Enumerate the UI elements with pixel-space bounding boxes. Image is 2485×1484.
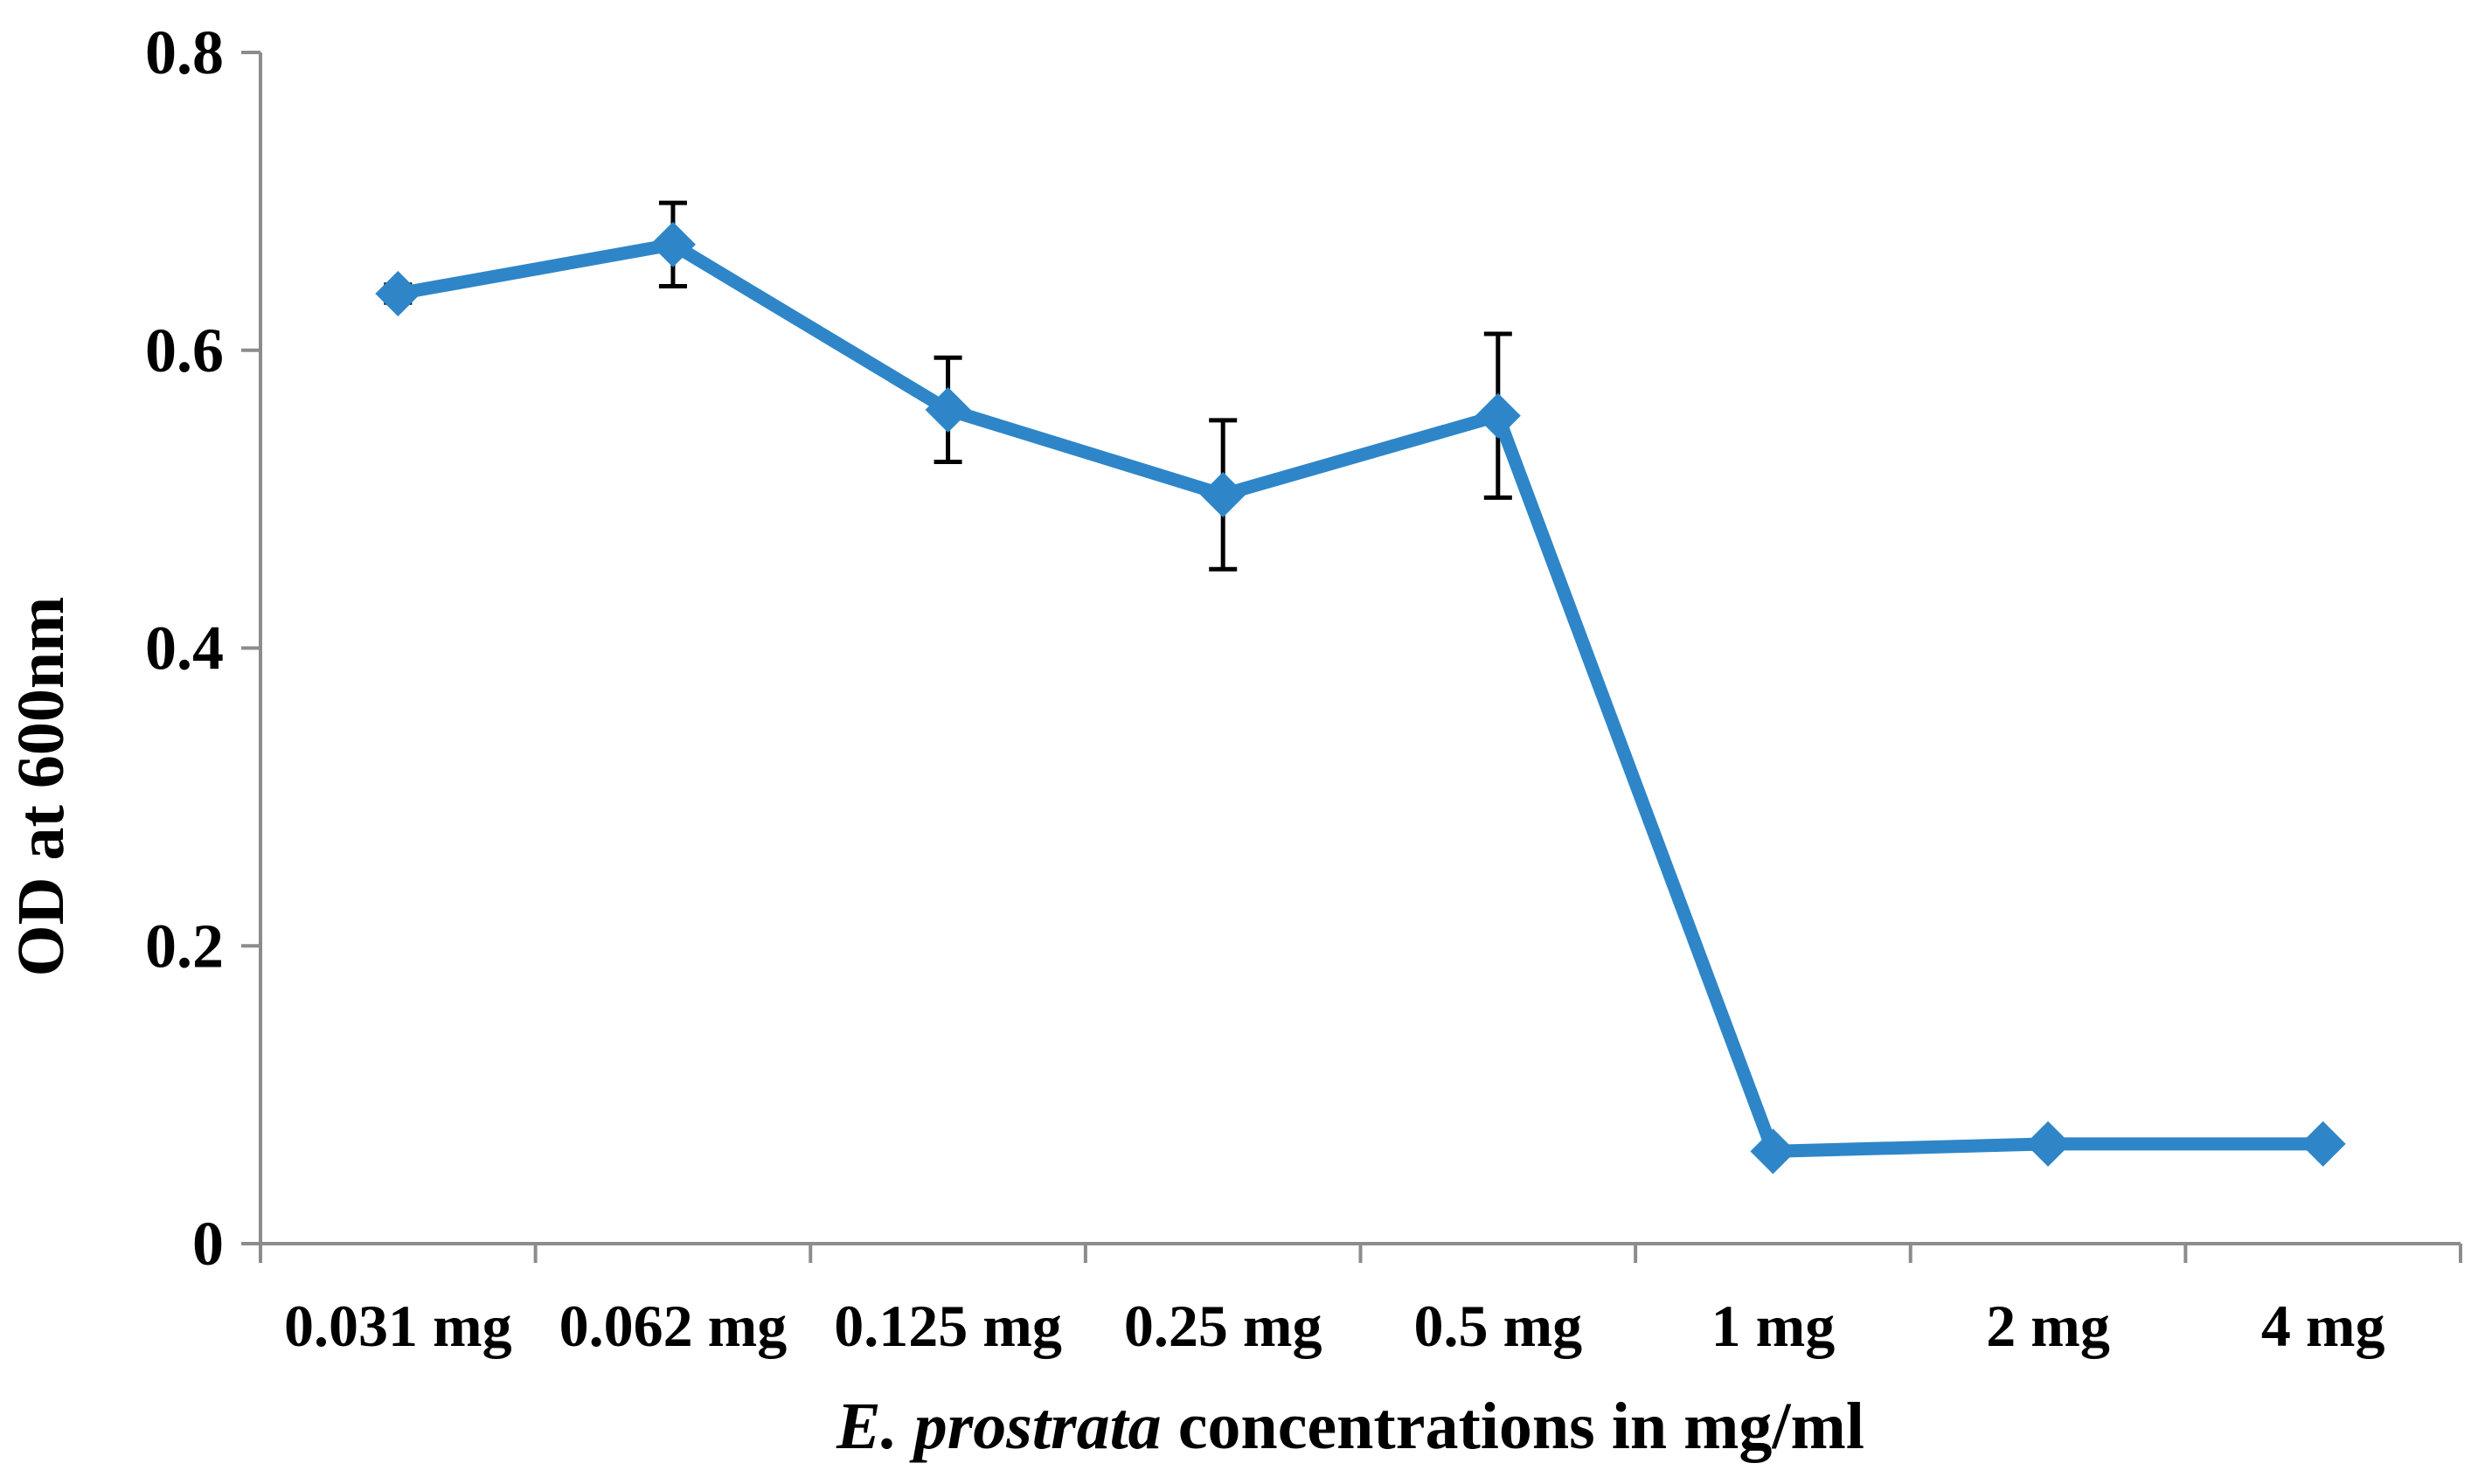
data-point-marker	[2300, 1120, 2346, 1167]
x-tick-label: 2 mg	[1986, 1293, 2110, 1359]
x-tick-label: 0.062 mg	[559, 1293, 788, 1359]
error-bars	[384, 200, 2337, 1160]
x-axis-title-species: E. prostrata	[836, 1390, 1162, 1463]
y-tick-label: 0.2	[145, 911, 224, 981]
y-tick-label: 0	[192, 1209, 224, 1279]
series-line	[391, 238, 2330, 1158]
y-tick-label: 0.4	[145, 614, 224, 683]
data-point-marker	[1475, 392, 1521, 439]
series-line-path	[391, 238, 2330, 1158]
data-point-marker	[649, 221, 696, 267]
y-tick-label: 0.6	[145, 316, 224, 385]
x-tick-label: 1 mg	[1711, 1293, 1836, 1359]
x-tick-label: 0.5 mg	[1413, 1293, 1582, 1359]
tick-labels: 0 0.2 0.4 0.6 0.8 0.031 mg 0.062 mg 0.125 mg 0.2…	[145, 17, 2385, 1359]
data-point-marker	[2025, 1120, 2072, 1167]
axes	[241, 51, 2462, 1263]
data-point-marker	[1200, 472, 1246, 518]
data-point-marker	[1750, 1128, 1796, 1175]
x-tick-label: 0.031 mg	[284, 1293, 512, 1359]
x-tick-label: 0.125 mg	[834, 1293, 1062, 1359]
data-point-marker	[925, 386, 971, 433]
x-tick-label: 0.25 mg	[1124, 1293, 1322, 1359]
x-axis-title-rest: concentrations in mg/ml	[1162, 1390, 1864, 1463]
series-markers	[375, 221, 2346, 1175]
x-tick-label: 4 mg	[2261, 1293, 2385, 1359]
x-axis-title: E. prostrata concentrations in mg/ml	[836, 1390, 1864, 1463]
data-point-marker	[375, 271, 421, 317]
y-axis-title: OD at 600nm	[4, 597, 78, 977]
y-tick-label: 0.8	[145, 17, 224, 87]
